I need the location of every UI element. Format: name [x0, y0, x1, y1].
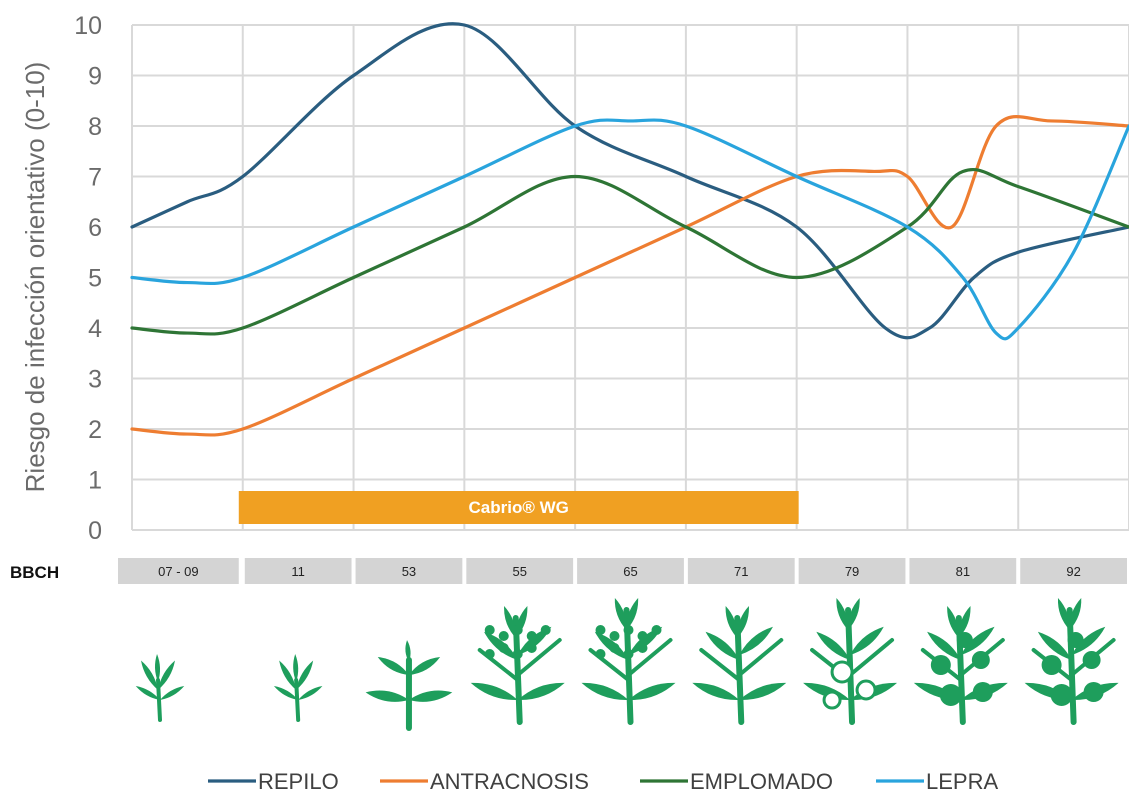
plot-grid: [131, 24, 1129, 531]
bbch-stage-box: [1020, 558, 1127, 584]
bbch-stage-box: [909, 558, 1017, 584]
seedling-icon: [135, 654, 185, 722]
leafy-branch-icon: [692, 606, 787, 725]
bbch-stage-label: 07 - 09: [158, 564, 198, 579]
bbch-stage-box: [355, 558, 463, 584]
young-shoot-icon: [365, 640, 453, 731]
treatment-band-bar: [238, 491, 799, 524]
bbch-stage-box: [577, 558, 684, 584]
bbch-title: BBCH: [10, 563, 59, 582]
treatment-band-label: Cabrio® WG: [469, 498, 569, 517]
bbch-stage-label: 81: [956, 564, 970, 579]
flower-bud-icon: [470, 606, 565, 725]
y-axis-ticks: 0 1 2 3 4 5 6 7 8 9 10: [74, 12, 102, 545]
y-axis-label: Riesgo de infección orientativo (0-10): [20, 62, 50, 493]
bbch-stage-row: 07 - 09 11 53 55 65 71 79 81 92: [118, 558, 1127, 584]
y-tick-label: 6: [88, 214, 102, 242]
y-tick-label: 4: [88, 315, 102, 343]
series-lines: [130, 22, 1129, 437]
bbch-stage-box: [244, 558, 352, 584]
bbch-stage-box: [798, 558, 906, 584]
bbch-stage-label: 53: [402, 564, 416, 579]
series-line-antracnosis: [130, 115, 1129, 437]
y-tick-label: 2: [88, 416, 102, 444]
bbch-stage-label: 79: [845, 564, 859, 579]
y-tick-label: 7: [88, 164, 102, 192]
bbch-stage-label: 92: [1066, 564, 1080, 579]
y-tick-label: 0: [88, 517, 102, 545]
fruit-set-icon: [803, 598, 898, 725]
y-tick-label: 5: [88, 265, 102, 293]
bbch-stage-box: [466, 558, 574, 584]
bbch-stage-label: 71: [734, 564, 748, 579]
flowering-branch-icon: [581, 598, 676, 725]
treatment-band: Cabrio® WG: [238, 491, 799, 524]
y-tick-label: 9: [88, 63, 102, 91]
y-tick-label: 3: [88, 366, 102, 394]
y-tick-label: 1: [88, 467, 102, 495]
y-tick-label: 8: [88, 113, 102, 141]
mature-fruit-icon: [1024, 598, 1119, 725]
bbch-stage-label: 55: [512, 564, 526, 579]
legend: REPILO ANTRACNOSIS EMPLOMADO LEPRA: [208, 769, 998, 794]
fruit-growth-icon: [913, 606, 1008, 725]
legend-label-repilo: REPILO: [258, 769, 339, 794]
plant-stage-icons: [135, 598, 1119, 731]
bbch-stage-label: 65: [623, 564, 637, 579]
series-line-lepra: [130, 118, 1129, 341]
legend-label-emplomado: EMPLOMADO: [690, 769, 833, 794]
seedling-icon: [273, 654, 323, 722]
y-tick-label: 10: [74, 12, 102, 40]
legend-label-antracnosis: ANTRACNOSIS: [430, 769, 589, 794]
bbch-stage-box: [118, 558, 239, 584]
legend-label-lepra: LEPRA: [926, 769, 998, 794]
series-line-repilo: [130, 22, 1129, 340]
bbch-stage-box: [687, 558, 795, 584]
bbch-stage-label: 11: [291, 564, 305, 579]
series-line-emplomado: [130, 167, 1129, 336]
